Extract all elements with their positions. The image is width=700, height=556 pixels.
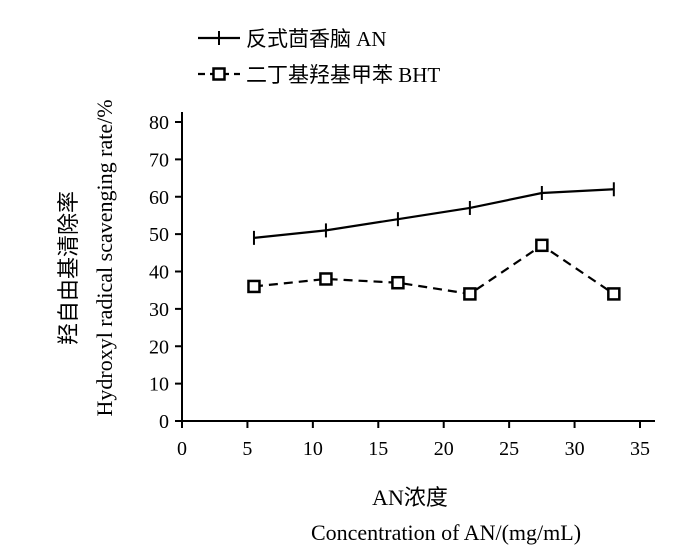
point-marker-square [391, 275, 405, 290]
x-tick-label: 20 [434, 438, 454, 460]
point-marker-square [463, 287, 477, 301]
x-tick-label: 5 [242, 438, 252, 460]
x-axis-title-en: Concentration of AN/(mg/mL) [311, 520, 581, 545]
point-marker-square [607, 287, 621, 301]
point-marker-square [247, 279, 261, 294]
y-tick-label: 40 [149, 262, 169, 284]
legend: 反式茴香脑 AN 二丁基羟基甲苯 BHT [198, 27, 440, 87]
x-tick-label: 35 [630, 438, 650, 460]
y-tick-label: 50 [149, 224, 169, 246]
y-tick-label: 10 [149, 374, 169, 396]
series-2 [247, 238, 621, 301]
x-tick-label: 30 [565, 438, 585, 460]
legend-label: 二丁基羟基甲苯 BHT [246, 63, 440, 87]
y-axis-title-en: Hydroxyl radical scavenging rate/% [92, 99, 117, 416]
point-marker-square [319, 272, 333, 286]
y-tick-label: 0 [159, 411, 169, 433]
y-tick-label: 70 [149, 149, 169, 171]
series-1 [252, 182, 615, 245]
x-tick-label: 10 [303, 438, 323, 460]
series-layer [247, 182, 621, 301]
y-axis-title-cn: 羟自由基清除率 [56, 191, 81, 345]
legend-label: 反式茴香脑 AN [246, 27, 387, 51]
y-tick-label: 80 [149, 112, 169, 134]
y-tick-label: 30 [149, 299, 169, 321]
point-marker-square [212, 67, 226, 81]
point-marker-square [535, 238, 549, 253]
series-line [253, 188, 614, 239]
y-tick-label: 60 [149, 187, 169, 209]
axis-titles: AN浓度 Concentration of AN/(mg/mL) 羟自由基清除率… [56, 99, 581, 545]
y-tick-label: 20 [149, 336, 169, 358]
x-axis-title-cn: AN浓度 [372, 485, 448, 510]
axes: 0 5 10 15 20 25 30 35 0 10 20 30 40 50 60 70 80 [149, 112, 655, 460]
x-tick-label: 15 [368, 438, 388, 460]
series-line [253, 244, 615, 296]
x-tick-label: 25 [499, 438, 519, 460]
legend-entry: 二丁基羟基甲苯 BHT [198, 63, 440, 87]
x-tick-label: 0 [177, 438, 187, 460]
legend-entry: 反式茴香脑 AN [198, 27, 387, 51]
